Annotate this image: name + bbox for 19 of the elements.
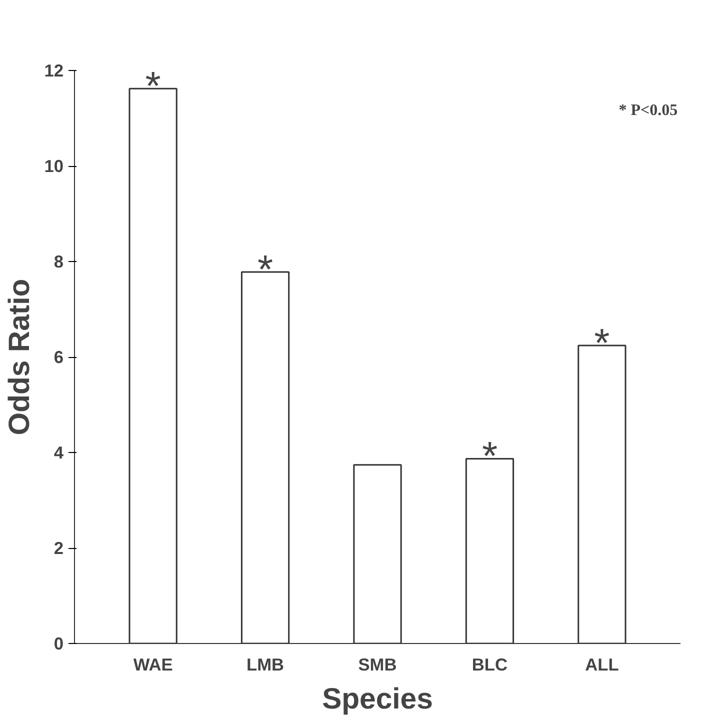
annotation: * P<0.05: [618, 102, 678, 120]
annotation: *: [145, 64, 161, 109]
annotation: *: [257, 248, 274, 292]
x-tick-label: BLC: [472, 654, 508, 674]
x-tick-label: SMB: [358, 654, 397, 674]
y-tick-label: 8: [54, 252, 64, 272]
x-tick-label: ALL: [585, 654, 620, 674]
annotation: *: [482, 434, 498, 479]
annotation: *: [594, 322, 610, 366]
y-tick-label: 2: [54, 538, 64, 558]
y-tick-label: 12: [44, 60, 64, 80]
y-tick-label: 6: [54, 347, 64, 367]
y-tick-label: 4: [54, 442, 64, 462]
x-tick-label: WAE: [133, 654, 173, 674]
x-axis-title: Species: [322, 682, 433, 716]
y-axis-title: Odds Ratio: [3, 278, 36, 436]
y-tick-label: 0: [54, 634, 64, 654]
y-tick-label: 10: [44, 156, 64, 176]
x-tick-label: LMB: [246, 654, 284, 674]
